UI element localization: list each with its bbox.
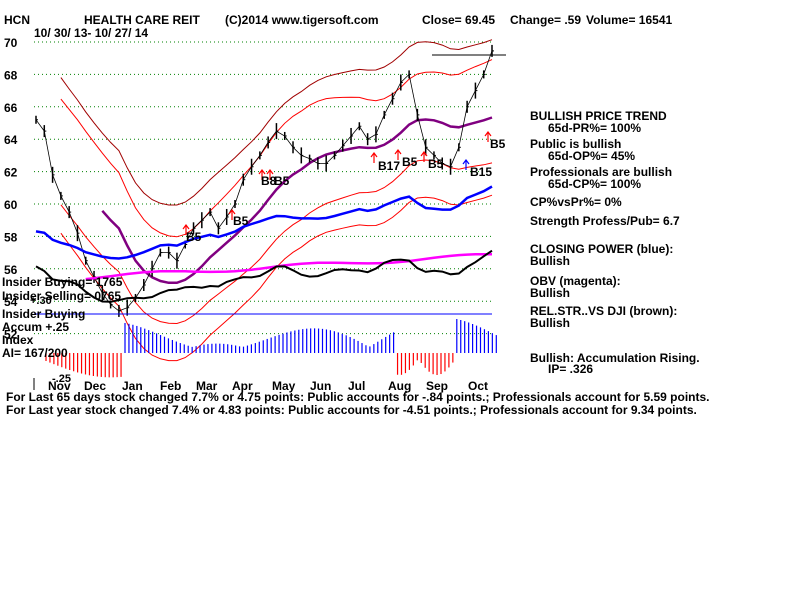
stock-name: HEALTH CARE REIT bbox=[84, 13, 200, 27]
x-tick-nov: Nov bbox=[48, 379, 71, 393]
y-tick-64: 64 bbox=[4, 133, 18, 147]
x-tick-mar: Mar bbox=[196, 379, 218, 393]
buy-arrow-head bbox=[462, 159, 470, 165]
closing-power-status: Bullish bbox=[530, 254, 571, 268]
buy-arrow-head bbox=[370, 152, 378, 158]
moving-average-line bbox=[101, 116, 493, 285]
public-status: Public is bullish bbox=[530, 137, 622, 151]
signal-b15: B15 bbox=[470, 165, 493, 179]
buy-arrow-head bbox=[420, 151, 428, 157]
y-tick-58: 58 bbox=[4, 230, 18, 244]
insider-selling: Insider Selling= 0765 bbox=[2, 289, 122, 303]
accum-minus25: -.25 bbox=[52, 373, 71, 385]
relstr-status: Bullish bbox=[530, 316, 571, 330]
accum-plus30: +.30 bbox=[30, 295, 52, 307]
upper-band-outer bbox=[60, 39, 493, 206]
obv-status: Bullish bbox=[530, 286, 571, 300]
signal-b5-mar: B5 bbox=[233, 214, 249, 228]
copyright: (C)2014 www.tigersoft.com bbox=[225, 13, 379, 27]
x-tick-sep: Sep bbox=[426, 379, 448, 393]
pr-percent: 65d-PR%= 100% bbox=[548, 121, 642, 135]
y-tick-60: 60 bbox=[4, 198, 18, 212]
volume-value: Volume= 16541 bbox=[586, 13, 673, 27]
buy-arrow-head bbox=[258, 169, 266, 175]
y-tick-54: 54 bbox=[4, 295, 18, 309]
buy-arrow-head bbox=[228, 209, 236, 215]
buy-arrow-head bbox=[394, 149, 402, 155]
signal-b5-aug: B5 bbox=[402, 155, 418, 169]
buy-arrow-head bbox=[484, 131, 492, 137]
accum-label: Accum +.25 bbox=[2, 320, 70, 334]
x-tick-jul: Jul bbox=[348, 379, 365, 393]
price-line bbox=[35, 50, 493, 312]
closing-power-line bbox=[35, 185, 493, 260]
buy-arrow-head bbox=[182, 224, 190, 230]
professionals-status: Professionals are bullish bbox=[530, 165, 673, 179]
ip-value: IP= .326 bbox=[548, 362, 594, 376]
buy-arrow-head bbox=[266, 169, 274, 175]
x-tick-dec: Dec bbox=[84, 379, 106, 393]
op-percent: 65d-OP%= 45% bbox=[548, 149, 636, 163]
signal-b5-oct: B5 bbox=[490, 137, 506, 151]
change-value: Change= .59 bbox=[510, 13, 582, 27]
footer-year: For Last year stock changed 7.4% or 4.83… bbox=[6, 403, 697, 417]
x-tick-jun: Jun bbox=[310, 379, 331, 393]
signal-b8-mar: B8 bbox=[261, 174, 277, 188]
x-tick-aug: Aug bbox=[388, 379, 411, 393]
x-tick-apr: Apr bbox=[232, 379, 253, 393]
relstr-line bbox=[35, 249, 493, 303]
closing-power-label: CLOSING POWER (blue): bbox=[530, 242, 674, 256]
close-value: Close= 69.45 bbox=[422, 13, 496, 27]
cp-percent: 65d-CP%= 100% bbox=[548, 177, 642, 191]
obv-line bbox=[85, 252, 493, 281]
upper-band-inner bbox=[60, 59, 493, 238]
relstr-label: REL.STR..VS DJI (brown): bbox=[530, 304, 678, 318]
footer-65days: For Last 65 days stock changed 7.7% or 4… bbox=[6, 390, 710, 404]
date-range: 10/ 30/ 13- 10/ 27/ 14 bbox=[34, 26, 149, 40]
x-tick-may: May bbox=[272, 379, 296, 393]
x-tick-feb: Feb bbox=[160, 379, 181, 393]
cp-vs-pr: CP%vsPr%= 0% bbox=[530, 195, 622, 209]
signal-b17: B17 bbox=[378, 159, 401, 173]
y-tick-56: 56 bbox=[4, 263, 18, 277]
x-tick-jan: Jan bbox=[122, 379, 143, 393]
y-tick-70: 70 bbox=[4, 36, 18, 50]
x-tick-oct: Oct bbox=[468, 379, 488, 393]
insider-buying: Insider Buying= 1765 bbox=[2, 275, 123, 289]
strength-ratio: Strength Profess/Pub= 6.7 bbox=[530, 214, 680, 228]
signal-b5-sep: B5 bbox=[428, 157, 444, 171]
insider-buying-label: Insider Buying bbox=[2, 307, 86, 321]
ticker: HCN bbox=[4, 13, 30, 27]
y-tick-66: 66 bbox=[4, 101, 18, 115]
signal-b5-mar2: B5 bbox=[274, 174, 290, 188]
bullish-price-trend: BULLISH PRICE TREND bbox=[530, 109, 667, 123]
signal-b5-dec: B5 bbox=[186, 230, 202, 244]
y-tick-68: 68 bbox=[4, 68, 18, 82]
y-tick-62: 62 bbox=[4, 166, 18, 180]
accumulation-status: Bullish: Accumulation Rising. bbox=[530, 351, 700, 365]
index-label: Index bbox=[2, 333, 34, 347]
obv-label: OBV (magenta): bbox=[530, 274, 621, 288]
y-tick-52: 52 bbox=[4, 328, 18, 342]
ai-value: AI= 167/200 bbox=[2, 346, 68, 360]
